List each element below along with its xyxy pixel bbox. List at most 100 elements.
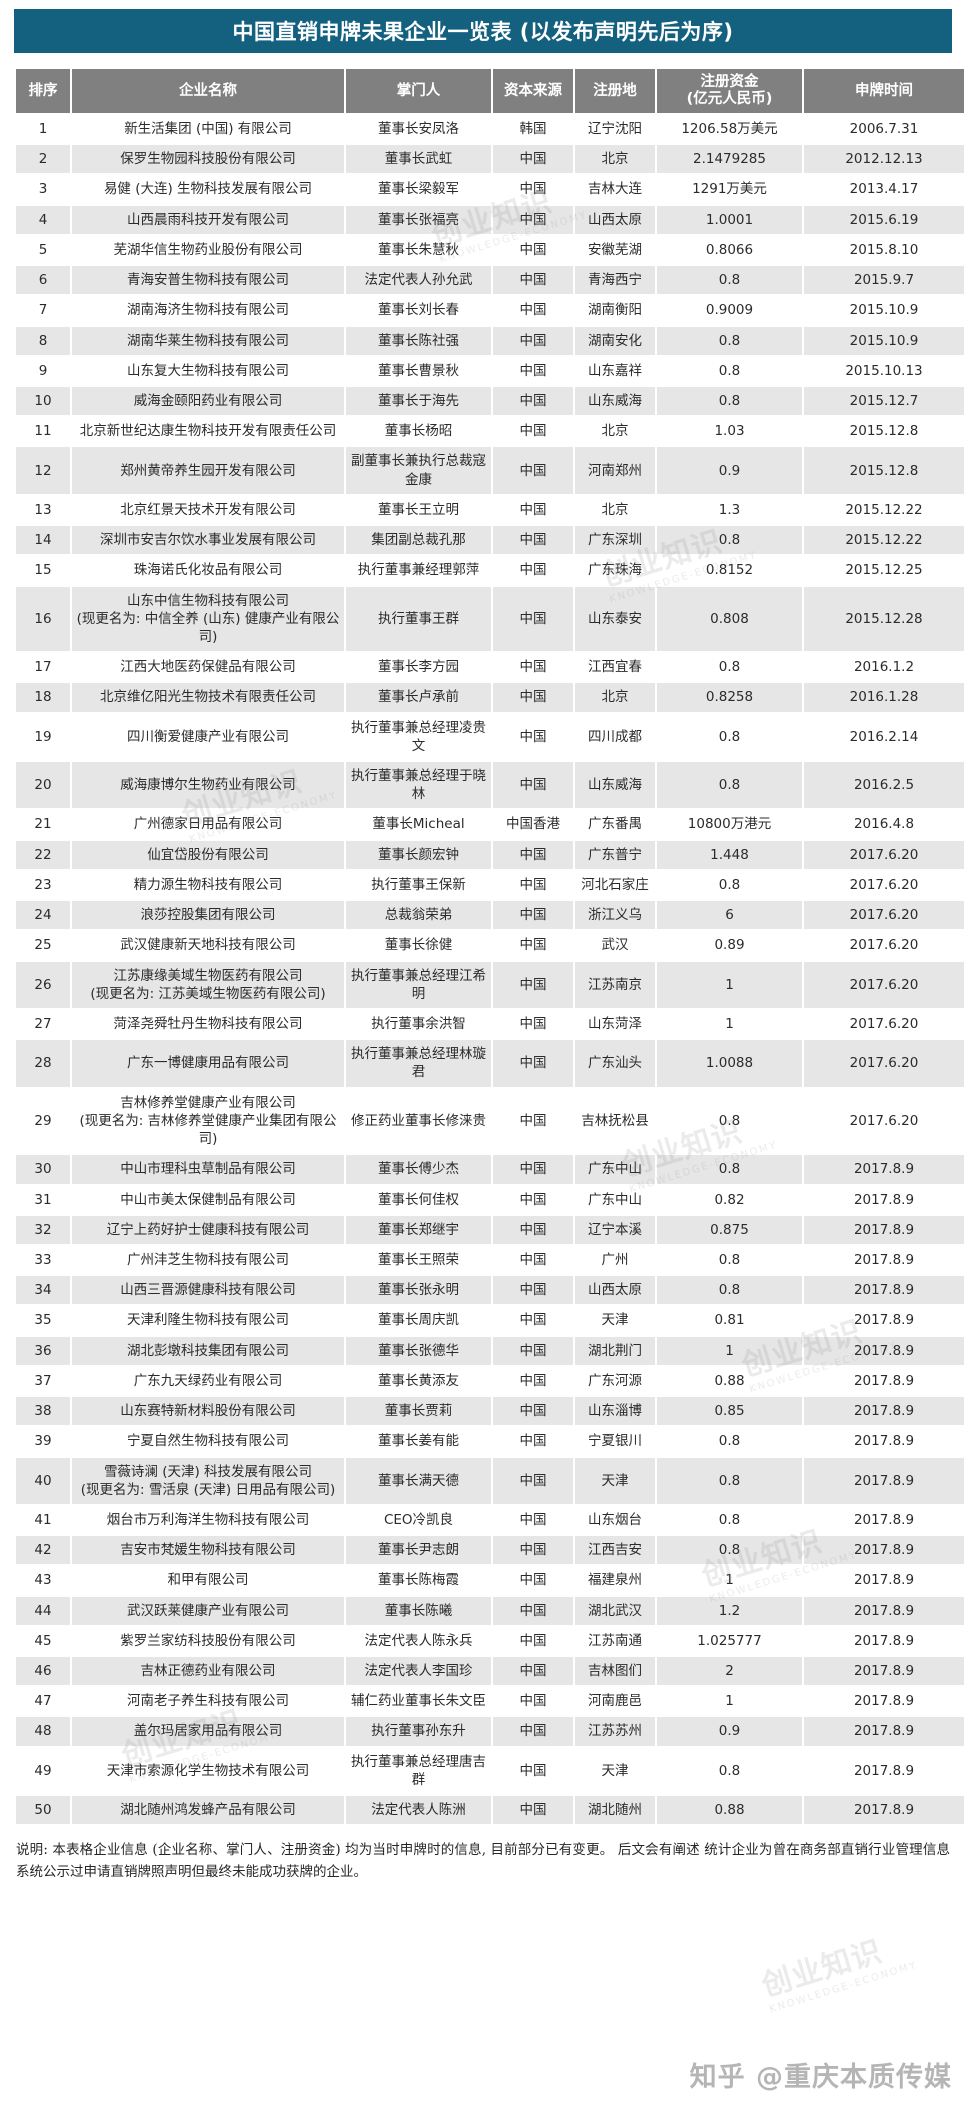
cell-capital-source: 中国 bbox=[493, 586, 573, 652]
cell-registration-place: 辽宁沈阳 bbox=[575, 115, 655, 144]
cell-index: 28 bbox=[16, 1040, 70, 1087]
cell-registration-place: 山东菏泽 bbox=[575, 1010, 655, 1039]
footnote-line-2: 统计企业为曾在商务部直销行业管理信息系统公示过申请直销牌照声明但最终未能成功获牌… bbox=[16, 1842, 950, 1881]
cell-capital-source: 中国 bbox=[493, 961, 573, 1008]
table-row: 40 雪薇诗澜 (天津) 科技发展有限公司 (现更名为: 雪活泉 (天津) 日用品… bbox=[16, 1457, 964, 1504]
cell-index: 21 bbox=[16, 810, 70, 839]
cell-leader: 副董事长兼执行总裁寇金康 bbox=[346, 447, 491, 494]
cell-leader: 执行董事孙东升 bbox=[346, 1717, 491, 1746]
table-row: 21 广州德家日用品有限公司 董事长Micheal 中国香港 广东番禺 10800万港元 2… bbox=[16, 810, 964, 839]
cell-capital-source: 中国 bbox=[493, 1717, 573, 1746]
cell-leader: 董事长张德华 bbox=[346, 1336, 491, 1365]
col-header-index: 排序 bbox=[16, 69, 70, 113]
cell-registered-capital: 0.8 bbox=[657, 1245, 802, 1275]
cell-registration-place: 山东威海 bbox=[575, 762, 655, 809]
table-body: 1 新生活集团 (中国) 有限公司 董事长安凤洛 韩国 辽宁沈阳 1206.58万美元 20… bbox=[16, 115, 964, 1825]
cell-application-date: 2016.1.28 bbox=[804, 683, 964, 712]
cell-application-date: 2015.12.7 bbox=[804, 386, 964, 416]
cell-capital-source: 中国 bbox=[493, 1088, 573, 1154]
table-row: 25 武汉健康新天地科技有限公司 董事长徐健 中国 武汉 0.89 2017.6.20 bbox=[16, 931, 964, 960]
table-row: 15 珠海诺氏化妆品有限公司 执行董事兼经理郭萍 中国 广东珠海 0.8152 2015.1… bbox=[16, 556, 964, 585]
cell-registered-capital: 0.808 bbox=[657, 586, 802, 652]
cell-application-date: 2017.8.9 bbox=[804, 1245, 964, 1275]
cell-capital-source: 中国 bbox=[493, 235, 573, 265]
cell-registered-capital: 6 bbox=[657, 901, 802, 930]
cell-index: 38 bbox=[16, 1397, 70, 1426]
cell-company-name: 菏泽尧舜牡丹生物科技有限公司 bbox=[72, 1010, 344, 1039]
cell-leader: 执行董事兼总经理林璇君 bbox=[346, 1040, 491, 1087]
cell-registration-place: 山东淄博 bbox=[575, 1397, 655, 1426]
cell-leader: 执行董事兼总经理唐吉群 bbox=[346, 1747, 491, 1795]
cell-company-name: 河南老子养生科技有限公司 bbox=[72, 1687, 344, 1716]
cell-company-name: 保罗生物园科技股份有限公司 bbox=[72, 145, 344, 174]
cell-registered-capital: 0.8 bbox=[657, 1536, 802, 1565]
cell-company-name: 中山市理科虫草制品有限公司 bbox=[72, 1155, 344, 1184]
cell-registered-capital: 0.9 bbox=[657, 447, 802, 494]
cell-registration-place: 北京 bbox=[575, 683, 655, 712]
cell-registered-capital: 2.1479285 bbox=[657, 145, 802, 174]
cell-capital-source: 中国 bbox=[493, 1185, 573, 1214]
cell-company-name: 和甲有限公司 bbox=[72, 1566, 344, 1595]
table-row: 50 湖北随州鸿发蜂产品有限公司 法定代表人陈洲 中国 湖北随州 0.88 2017.8.9 bbox=[16, 1796, 964, 1825]
table-row: 42 吉安市梵媛生物科技有限公司 董事长尹志朗 中国 江西吉安 0.8 2017.8.9 bbox=[16, 1536, 964, 1565]
cell-registered-capital: 0.88 bbox=[657, 1366, 802, 1396]
cell-leader: 总裁翁荣弟 bbox=[346, 901, 491, 930]
cell-index: 30 bbox=[16, 1155, 70, 1184]
cell-application-date: 2015.12.25 bbox=[804, 556, 964, 585]
cell-company-name: 北京新世纪达康生物科技开发有限责任公司 bbox=[72, 417, 344, 446]
cell-registration-place: 湖南衡阳 bbox=[575, 296, 655, 325]
cell-leader: 董事长安凤洛 bbox=[346, 115, 491, 144]
cell-application-date: 2016.2.14 bbox=[804, 713, 964, 761]
cell-index: 40 bbox=[16, 1457, 70, 1504]
cell-capital-source: 中国 bbox=[493, 1457, 573, 1504]
cell-registered-capital: 0.8 bbox=[657, 526, 802, 555]
cell-application-date: 2016.1.2 bbox=[804, 653, 964, 682]
cell-registration-place: 山西太原 bbox=[575, 205, 655, 234]
cell-index: 9 bbox=[16, 356, 70, 385]
cell-leader: 董事长陈梅霞 bbox=[346, 1566, 491, 1595]
cell-registered-capital: 0.8066 bbox=[657, 235, 802, 265]
cell-application-date: 2017.8.9 bbox=[804, 1596, 964, 1625]
cell-leader: 董事长Micheal bbox=[346, 810, 491, 839]
cell-registration-place: 江苏苏州 bbox=[575, 1717, 655, 1746]
cell-index: 5 bbox=[16, 235, 70, 265]
cell-leader: 董事长黄添友 bbox=[346, 1366, 491, 1396]
cell-registered-capital: 0.8 bbox=[657, 1505, 802, 1535]
cell-registered-capital: 0.82 bbox=[657, 1185, 802, 1214]
table-row: 26 江苏康缘美域生物医药有限公司 (现更名为: 江苏美域生物医药有限公司) 执行董… bbox=[16, 961, 964, 1008]
title-spacer bbox=[0, 53, 966, 67]
cell-company-name: 易健 (大连) 生物科技发展有限公司 bbox=[72, 175, 344, 204]
cell-registered-capital: 0.8 bbox=[657, 326, 802, 355]
table-page: 中国直销申牌未果企业一览表 (以发布声明先后为序) 排序 企业名称 掌门人 资本… bbox=[0, 9, 966, 2116]
cell-capital-source: 中国 bbox=[493, 526, 573, 555]
cell-registered-capital: 0.8 bbox=[657, 1427, 802, 1456]
cell-index: 25 bbox=[16, 931, 70, 960]
footnote-line-1: 说明: 本表格企业信息 (企业名称、掌门人、注册资金) 均为当时申牌时的信息, … bbox=[16, 1842, 700, 1859]
cell-registered-capital: 1.2 bbox=[657, 1596, 802, 1625]
table-row: 23 精力源生物科技有限公司 执行董事王保新 中国 河北石家庄 0.8 2017.6.20 bbox=[16, 870, 964, 900]
cell-index: 27 bbox=[16, 1010, 70, 1039]
cell-index: 47 bbox=[16, 1687, 70, 1716]
cell-leader: 集团副总裁孔那 bbox=[346, 526, 491, 555]
cell-registration-place: 湖北武汉 bbox=[575, 1596, 655, 1625]
cell-capital-source: 中国 bbox=[493, 356, 573, 385]
cell-index: 2 bbox=[16, 145, 70, 174]
cell-capital-source: 中国 bbox=[493, 417, 573, 446]
cell-leader: 董事长颜宏钟 bbox=[346, 840, 491, 869]
cell-registered-capital: 1.3 bbox=[657, 495, 802, 525]
col-header-registered-capital: 注册资金 (亿元人民币) bbox=[657, 69, 802, 113]
cell-leader: 董事长于海先 bbox=[346, 386, 491, 416]
cell-registered-capital: 0.85 bbox=[657, 1397, 802, 1426]
cell-index: 23 bbox=[16, 870, 70, 900]
cell-application-date: 2017.8.9 bbox=[804, 1336, 964, 1365]
cell-index: 33 bbox=[16, 1245, 70, 1275]
cell-company-name: 湖北彭墩科技集团有限公司 bbox=[72, 1336, 344, 1365]
cell-company-name: 浪莎控股集团有限公司 bbox=[72, 901, 344, 930]
cell-application-date: 2015.10.13 bbox=[804, 356, 964, 385]
table-row: 17 江西大地医药保健品有限公司 董事长李方园 中国 江西宜春 0.8 2016.1.2 bbox=[16, 653, 964, 682]
registered-capital-unit: (亿元人民币) bbox=[686, 91, 773, 107]
cell-capital-source: 中国 bbox=[493, 1505, 573, 1535]
table-row: 36 湖北彭墩科技集团有限公司 董事长张德华 中国 湖北荆门 1 2017.8.9 bbox=[16, 1336, 964, 1365]
cell-index: 29 bbox=[16, 1088, 70, 1154]
cell-index: 14 bbox=[16, 526, 70, 555]
